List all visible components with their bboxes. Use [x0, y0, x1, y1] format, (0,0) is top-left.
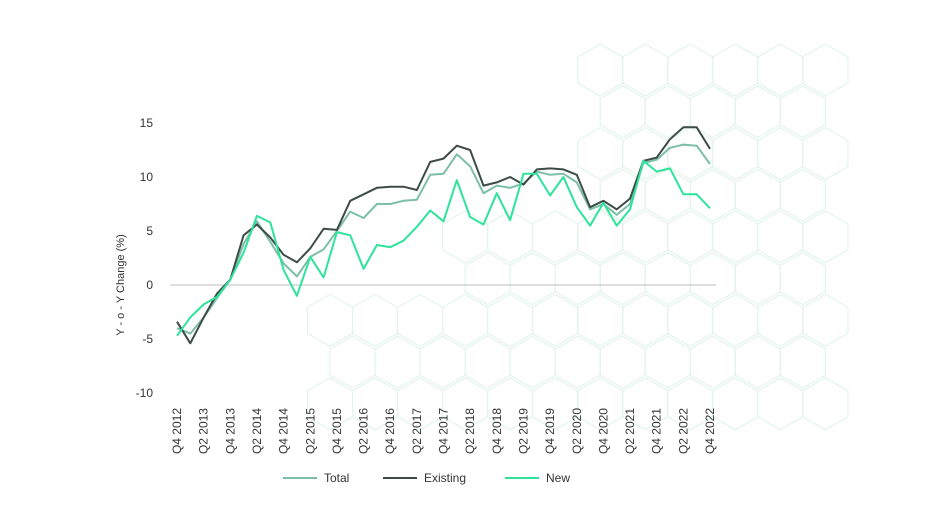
legend: Total Existing New [283, 471, 570, 485]
x-tick-label: Q4 2020 [596, 408, 610, 454]
hexagon-shape [487, 293, 534, 348]
hexagon-shape [329, 335, 376, 389]
hexagon-shape [599, 251, 646, 306]
hexagon-shape [622, 293, 669, 348]
hexagon-shape [351, 293, 399, 348]
series-line-total [176, 143, 711, 335]
hexagon-shape [509, 251, 556, 306]
x-tick-label: Q4 2015 [330, 408, 344, 454]
x-tick-label: Q4 2019 [543, 408, 557, 454]
y-tick-label: -10 [136, 386, 154, 400]
x-tick-label: Q2 2016 [357, 408, 371, 454]
hexagon-shape [734, 251, 781, 306]
x-tick-label: Q4 2012 [170, 408, 184, 454]
x-tick-label: Q2 2018 [463, 408, 477, 454]
series-lines [176, 126, 711, 345]
hexagon-shape [577, 43, 624, 97]
x-tick-label: Q4 2014 [277, 408, 291, 454]
hexagon-shape [667, 210, 714, 264]
hexagon-shape [757, 377, 804, 431]
hexagon-shape [306, 293, 354, 348]
hexagon-shape [442, 210, 489, 264]
hexagon-shape [779, 168, 826, 222]
hexagon-shape [689, 335, 736, 389]
hexagon-shape [712, 43, 759, 97]
y-tick-label: 15 [140, 116, 154, 130]
y-axis-title: Y - o - Y Change (%) [115, 234, 127, 336]
legend-label-existing: Existing [424, 471, 466, 485]
hexagon-shape [712, 210, 759, 264]
hexagon-shape [712, 293, 759, 348]
hexagon-shape [802, 377, 849, 431]
hexagon-shape [599, 335, 646, 389]
y-tick-label: -5 [142, 332, 153, 346]
x-tick-label: Q2 2014 [250, 408, 264, 454]
hexagon-shape [577, 126, 624, 181]
hexagon-shape [757, 293, 804, 348]
hexagon-shape [667, 293, 714, 348]
x-tick-label: Q2 2020 [570, 408, 584, 454]
hexagon-shape [757, 210, 804, 264]
hexagon-shape [779, 85, 826, 139]
x-tick-label: Q2 2015 [303, 408, 317, 454]
x-tick-label: Q2 2022 [676, 408, 690, 454]
hexagon-shape [712, 126, 759, 181]
x-tick-label: Q4 2016 [383, 408, 397, 454]
y-tick-label: 10 [140, 170, 154, 184]
x-tick-label: Q4 2013 [223, 408, 237, 454]
hexagon-shape [464, 335, 511, 389]
hexagon-shape [442, 293, 489, 348]
hexagon-shape [734, 168, 781, 222]
hexagon-shape [396, 293, 444, 348]
hexagon-shape [712, 377, 759, 431]
hexagon-shape [554, 335, 601, 389]
x-axis-tick-labels: Q4 2012 Q2 2013 Q4 2013 Q2 2014 Q4 2014 Q2 20… [170, 408, 717, 454]
hexagon-shape [779, 335, 826, 389]
hexagon-shape [509, 335, 556, 389]
y-tick-label: 5 [146, 224, 153, 238]
x-tick-label: Q4 2017 [437, 408, 451, 454]
hexagon-pattern-background [306, 43, 849, 431]
x-tick-label: Q2 2021 [623, 408, 637, 454]
hexagon-shape [757, 126, 804, 181]
hexagon-shape [554, 251, 601, 306]
hexagon-shape [374, 335, 421, 389]
hexagon-shape [802, 210, 849, 264]
hexagon-shape [599, 85, 646, 139]
hexagon-shape [802, 126, 849, 181]
y-tick-label: 0 [146, 278, 153, 292]
x-tick-label: Q2 2019 [516, 408, 530, 454]
hexagon-shape [622, 126, 669, 181]
x-tick-label: Q4 2021 [650, 408, 664, 454]
series-line-new [176, 159, 711, 337]
hexagon-shape [734, 85, 781, 139]
x-tick-label: Q2 2017 [410, 408, 424, 454]
hexagon-shape [419, 335, 466, 389]
legend-label-new: New [546, 471, 570, 485]
legend-label-total: Total [324, 471, 349, 485]
hexagon-shape [644, 85, 691, 139]
hexagon-shape [532, 293, 579, 348]
y-axis-tick-labels: 15 10 5 0 -5 -10 [136, 116, 154, 400]
x-tick-label: Q2 2013 [197, 408, 211, 454]
hexagon-shape [644, 251, 691, 306]
hexagon-shape [577, 293, 624, 348]
hexagon-shape [622, 43, 669, 97]
hexagon-shape [757, 43, 804, 97]
hexagon-shape [802, 293, 849, 348]
hexagon-shape [802, 43, 849, 97]
series-line-existing [176, 126, 711, 345]
hexagon-shape [689, 85, 736, 139]
hexagon-shape [667, 43, 714, 97]
x-tick-label: Q4 2018 [490, 408, 504, 454]
hexagon-shape [464, 251, 511, 306]
hexagon-shape [532, 210, 579, 264]
hexagon-shape [644, 335, 691, 389]
x-tick-label: Q4 2022 [703, 408, 717, 454]
hexagon-shape [779, 251, 826, 306]
hexagon-shape [689, 251, 736, 306]
hexagon-shape [622, 210, 669, 264]
hexagon-shape [734, 335, 781, 389]
